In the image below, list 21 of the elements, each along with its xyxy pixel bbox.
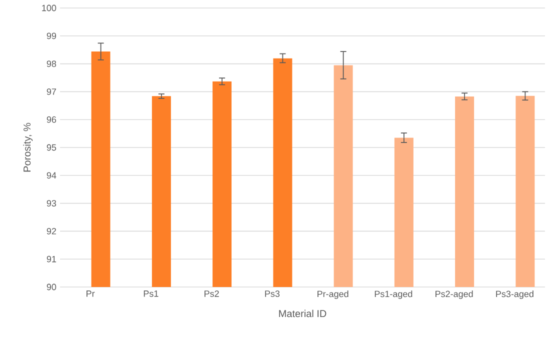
x-tick-label: Pr-aged bbox=[318, 290, 348, 299]
x-axis-title: Material ID bbox=[279, 310, 326, 318]
x-tick-label: Ps3 bbox=[265, 290, 280, 297]
x-tick-label: Ps3-aged bbox=[496, 290, 534, 299]
y-tick-label: 90 bbox=[46, 284, 56, 290]
y-axis-title: Porosity, % bbox=[23, 122, 33, 172]
y-tick-label: 99 bbox=[46, 32, 56, 40]
y-tick-label: 98 bbox=[46, 60, 56, 67]
x-tick-label: Ps2 bbox=[204, 290, 219, 297]
y-tick-label: 97 bbox=[46, 88, 56, 95]
y-tick-label: 93 bbox=[46, 200, 56, 206]
x-tick-label: Pr bbox=[86, 290, 95, 297]
y-tick-label: 91 bbox=[46, 256, 56, 262]
y-tick-label: 92 bbox=[46, 228, 56, 234]
y-tick-label: 96 bbox=[46, 116, 56, 123]
x-tick-label: Ps1 bbox=[144, 290, 158, 297]
x-tick-label: Ps2-aged bbox=[436, 290, 473, 299]
x-tick-label: Ps1-aged bbox=[374, 290, 412, 299]
y-tick-label: 94 bbox=[46, 172, 56, 179]
y-tick-label: 100 bbox=[42, 4, 56, 12]
y-tick-label: 95 bbox=[46, 144, 56, 151]
